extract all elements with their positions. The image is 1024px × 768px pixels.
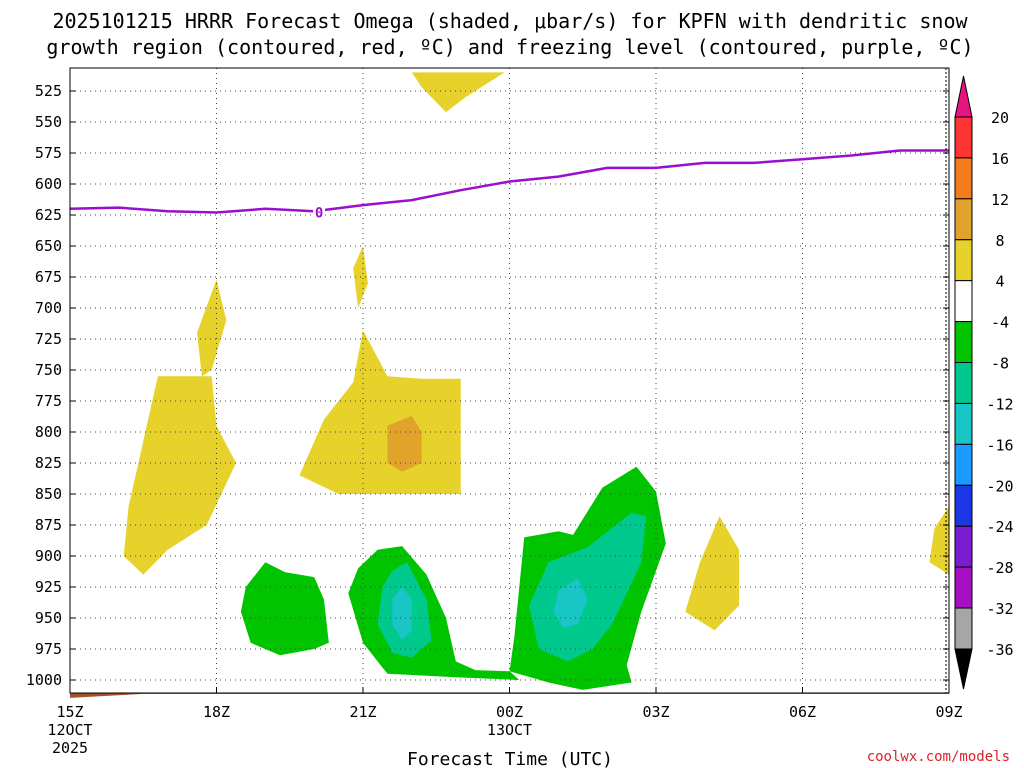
y-tick-label-975: 975 — [35, 640, 62, 658]
y-axis: 525 550 575 600 625 650 675 700 725 750 775 800 825 8… — [26, 82, 949, 689]
colorbar-label-11: -28 — [986, 559, 1013, 577]
colorbar: 20 16 12 8 4 -4 -8 -12 -16 -20 -24 -28 -32 -36 — [954, 75, 1014, 690]
colorbar-label-4: 4 — [995, 273, 1004, 291]
y-tick-label-550: 550 — [35, 113, 62, 131]
green-region-center — [348, 546, 520, 680]
x-tick-year-15Z: 2025 — [52, 739, 88, 757]
colorbar-swatch-5 — [954, 321, 973, 364]
colorbar-label-13: -36 — [986, 641, 1013, 659]
y-tick-label-875: 875 — [35, 516, 62, 534]
x-tick-label-03Z: 03Z — [642, 703, 669, 721]
colorbar-swatch-9 — [954, 484, 973, 527]
y-tick-label-600: 600 — [35, 175, 62, 193]
y-tick-label-700: 700 — [35, 299, 62, 317]
yellow-region-top-center — [411, 72, 505, 113]
yellow-region-right-edge — [929, 506, 949, 575]
y-tick-label-825: 825 — [35, 454, 62, 472]
y-tick-label-750: 750 — [35, 361, 62, 379]
freezing-level-label: 0 — [315, 205, 323, 221]
colorbar-label-8: -16 — [986, 436, 1013, 454]
colorbar-label-7: -12 — [986, 395, 1013, 413]
chart-title-line2: growth region (contoured, red, ºC) and f… — [46, 35, 973, 59]
ground-layer — [70, 693, 949, 698]
colorbar-swatch-12 — [954, 607, 973, 650]
omega-shaded-regions — [123, 72, 949, 690]
colorbar-label-1: 16 — [991, 150, 1009, 168]
colorbar-label-5: -4 — [991, 314, 1009, 332]
x-tick-date-15Z: 12OCT — [47, 721, 92, 739]
colorbar-swatch-0 — [954, 116, 973, 159]
yellow-region-center-block — [299, 330, 461, 494]
colorbar-swatch-7 — [954, 402, 973, 445]
y-tick-label-575: 575 — [35, 144, 62, 162]
colorbar-swatch-10 — [954, 525, 973, 568]
colorbar-swatch-6 — [954, 362, 973, 404]
colorbar-swatch-1 — [954, 157, 973, 200]
y-tick-label-775: 775 — [35, 392, 62, 410]
y-tick-label-950: 950 — [35, 609, 62, 627]
y-tick-label-1000: 1000 — [26, 671, 62, 689]
credit-text: coolwx.com/models — [867, 749, 1010, 765]
y-tick-label-675: 675 — [35, 268, 62, 286]
colorbar-label-0: 20 — [991, 109, 1009, 127]
chart-title-line1: 2025101215 HRRR Forecast Omega (shaded, … — [52, 9, 968, 33]
colorbar-swatch-2 — [954, 198, 973, 241]
freezing-level-line — [69, 149, 949, 214]
y-tick-label-850: 850 — [35, 485, 62, 503]
colorbar-swatch-3 — [954, 239, 973, 282]
freezing-level-label-bg — [313, 203, 326, 220]
y-tick-label-650: 650 — [35, 237, 62, 255]
x-tick-label-21Z: 21Z — [349, 703, 376, 721]
colorbar-bottom-arrow — [954, 648, 973, 690]
x-tick-label-06Z: 06Z — [789, 703, 816, 721]
x-tick-date-00Z: 13OCT — [487, 721, 532, 739]
grid-lines — [70, 68, 949, 693]
cyan-region-right — [553, 578, 588, 628]
yellow-region-left-large — [123, 376, 236, 575]
y-tick-label-725: 725 — [35, 330, 62, 348]
orange-region-center — [387, 415, 422, 472]
x-axis-label: Forecast Time (UTC) — [407, 749, 613, 768]
x-tick-label-18Z: 18Z — [203, 703, 230, 721]
x-tick-label-15Z: 15Z — [56, 703, 83, 721]
colorbar-label-12: -32 — [986, 600, 1013, 618]
colorbar-top-arrow — [954, 75, 973, 118]
x-tick-label-09Z: 09Z — [935, 703, 962, 721]
colorbar-label-2: 12 — [991, 191, 1009, 209]
y-tick-label-800: 800 — [35, 423, 62, 441]
colorbar-label-3: 8 — [995, 232, 1004, 250]
cyan-region-center — [392, 587, 412, 641]
y-tick-label-925: 925 — [35, 578, 62, 596]
colorbar-swatch-8 — [954, 443, 973, 486]
colorbar-swatch-11 — [954, 566, 973, 609]
green-region-left — [240, 562, 329, 656]
teal-region-right — [529, 512, 647, 662]
ground-terrain — [70, 693, 949, 698]
colorbar-swatch-4 — [954, 280, 973, 323]
y-tick-label-900: 900 — [35, 547, 62, 565]
y-tick-label-525: 525 — [35, 82, 62, 100]
x-tick-label-00Z: 00Z — [496, 703, 523, 721]
yellow-region-right-small — [685, 516, 739, 631]
colorbar-label-10: -24 — [986, 518, 1013, 536]
colorbar-label-9: -20 — [986, 477, 1013, 495]
y-tick-label-625: 625 — [35, 206, 62, 224]
colorbar-label-6: -8 — [991, 355, 1009, 373]
freezing-level-group: 0 — [69, 149, 949, 221]
yellow-region-left-tall — [197, 279, 227, 377]
